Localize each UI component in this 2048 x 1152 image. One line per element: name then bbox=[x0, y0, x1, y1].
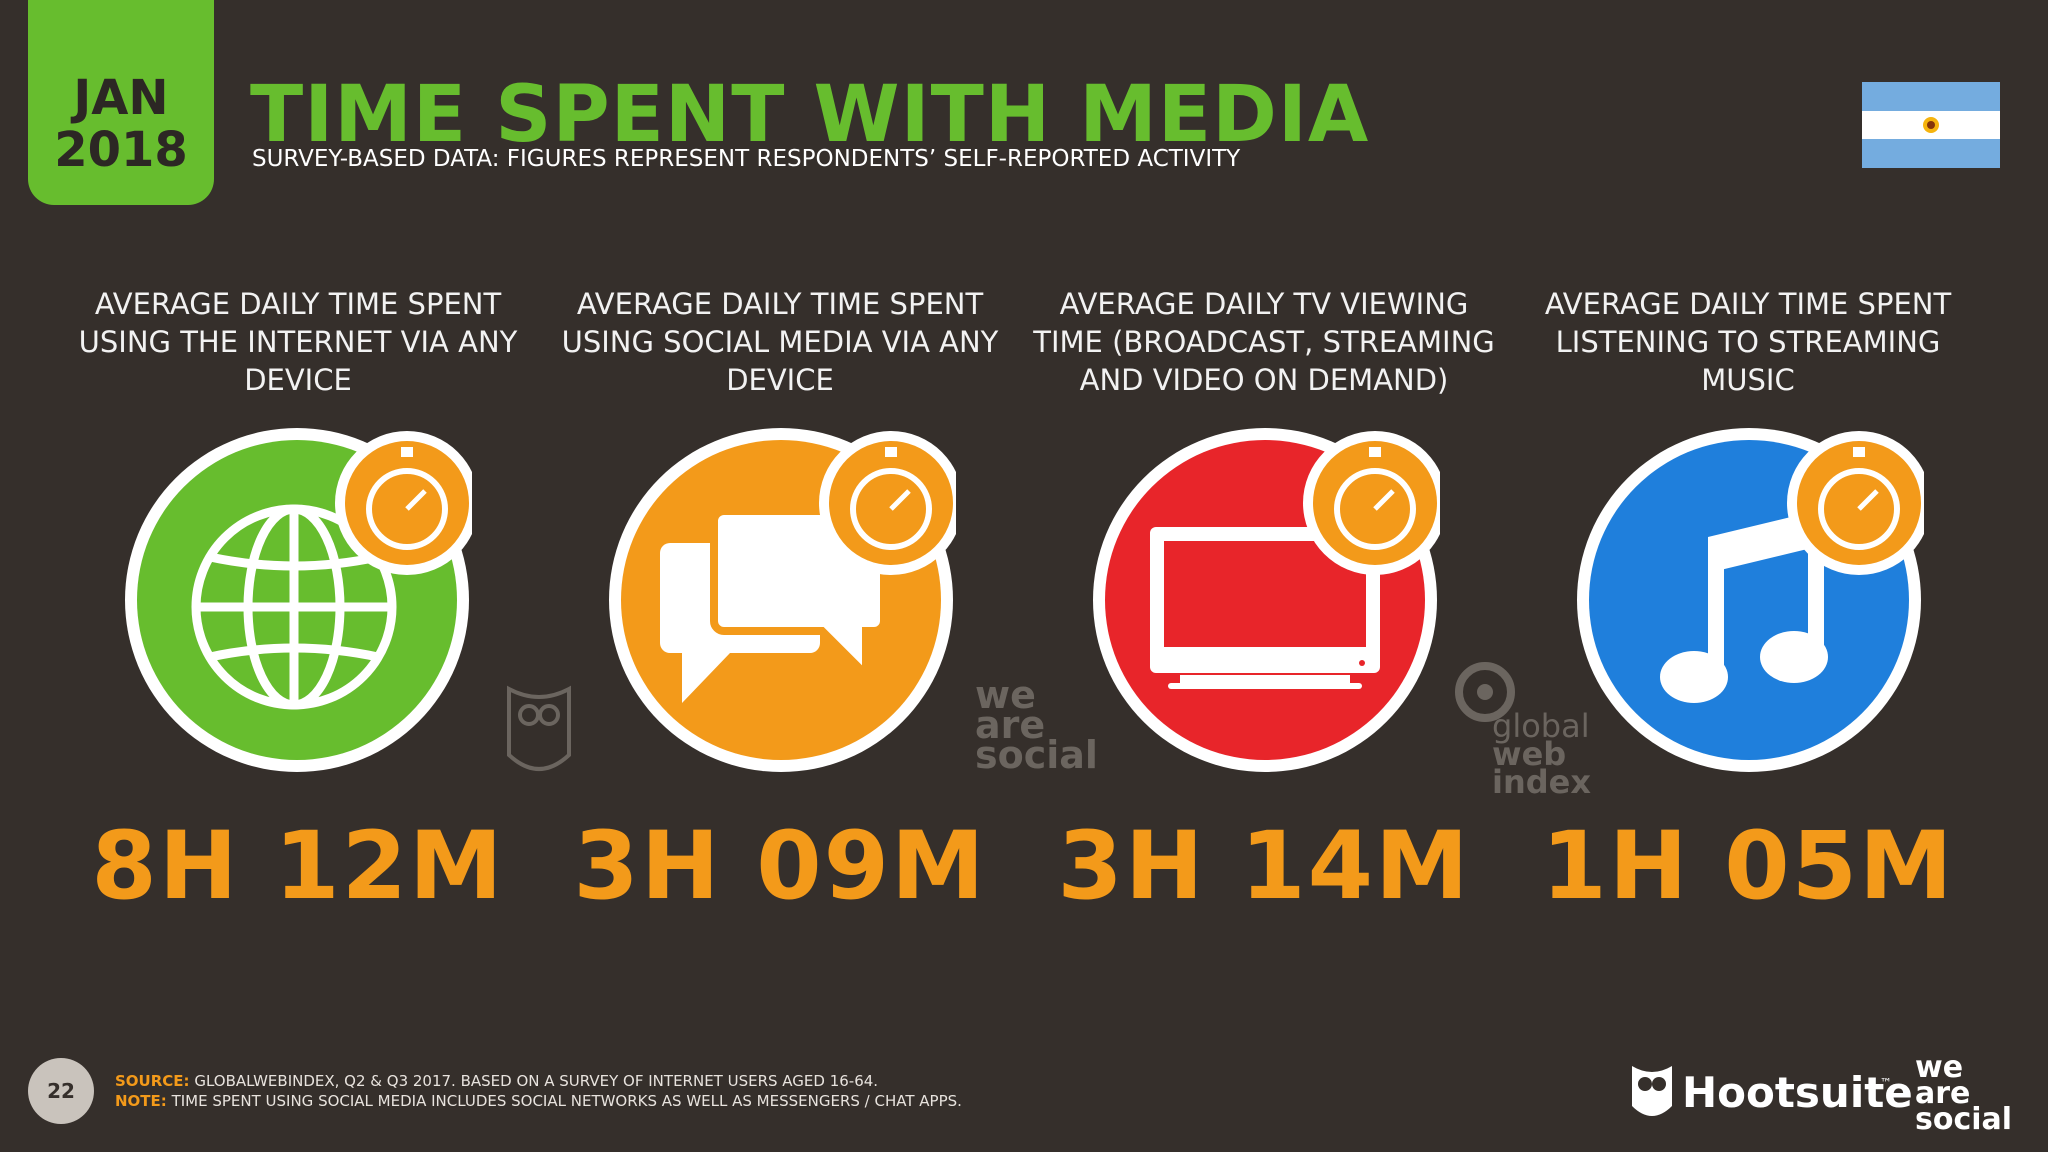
source-note: SOURCE: GLOBALWEBINDEX, Q2 & Q3 2017. BA… bbox=[115, 1072, 879, 1090]
stopwatch-icon bbox=[335, 431, 472, 575]
page-number: 22 bbox=[28, 1058, 94, 1124]
metric-label-social: AVERAGE DAILY TIME SPENT USING SOCIAL ME… bbox=[561, 287, 999, 397]
social-circle bbox=[609, 428, 956, 772]
metric-label-tv: AVERAGE DAILY TV VIEWING TIME (BROADCAST… bbox=[1033, 287, 1495, 397]
stopwatch-icon bbox=[1787, 431, 1924, 575]
tv-circle bbox=[1093, 428, 1440, 772]
metric-value-music: 1H 05M bbox=[1541, 812, 1955, 921]
page-title: TIME SPENT WITH MEDIA bbox=[250, 70, 1370, 160]
owl-watermark-icon bbox=[507, 685, 571, 771]
metric-label-internet: AVERAGE DAILY TIME SPENT USING THE INTER… bbox=[78, 287, 518, 397]
date-year: 2018 bbox=[54, 122, 188, 178]
metric-label-music: AVERAGE DAILY TIME SPENT LISTENING TO ST… bbox=[1544, 287, 1952, 397]
internet-circle bbox=[125, 428, 472, 772]
we-are-social-logo: we are social bbox=[1915, 1050, 2013, 1137]
page-subtitle: SURVEY-BASED DATA: FIGURES REPRESENT RES… bbox=[252, 146, 1241, 172]
metric-value-tv: 3H 14M bbox=[1057, 812, 1471, 921]
hootsuite-owl-icon bbox=[1632, 1066, 1672, 1116]
stopwatch-icon bbox=[1303, 431, 1440, 575]
music-circle bbox=[1577, 428, 1924, 772]
metric-value-social: 3H 09M bbox=[573, 812, 987, 921]
global-web-index-watermark: global web index bbox=[1492, 707, 1591, 801]
date-badge: JAN 2018 bbox=[28, 0, 214, 205]
gwi-watermark-icon bbox=[1455, 662, 1515, 722]
we-are-social-watermark: we are social bbox=[975, 673, 1098, 777]
globe-icon bbox=[191, 504, 397, 710]
metric-value-internet: 8H 12M bbox=[91, 812, 505, 921]
argentina-flag-icon bbox=[1862, 82, 2000, 168]
hootsuite-logo: Hootsuite ™ bbox=[1630, 1062, 1913, 1130]
footnote: NOTE: TIME SPENT USING SOCIAL MEDIA INCL… bbox=[115, 1092, 962, 1110]
date-month: JAN bbox=[73, 70, 169, 126]
stopwatch-icon bbox=[819, 431, 956, 575]
